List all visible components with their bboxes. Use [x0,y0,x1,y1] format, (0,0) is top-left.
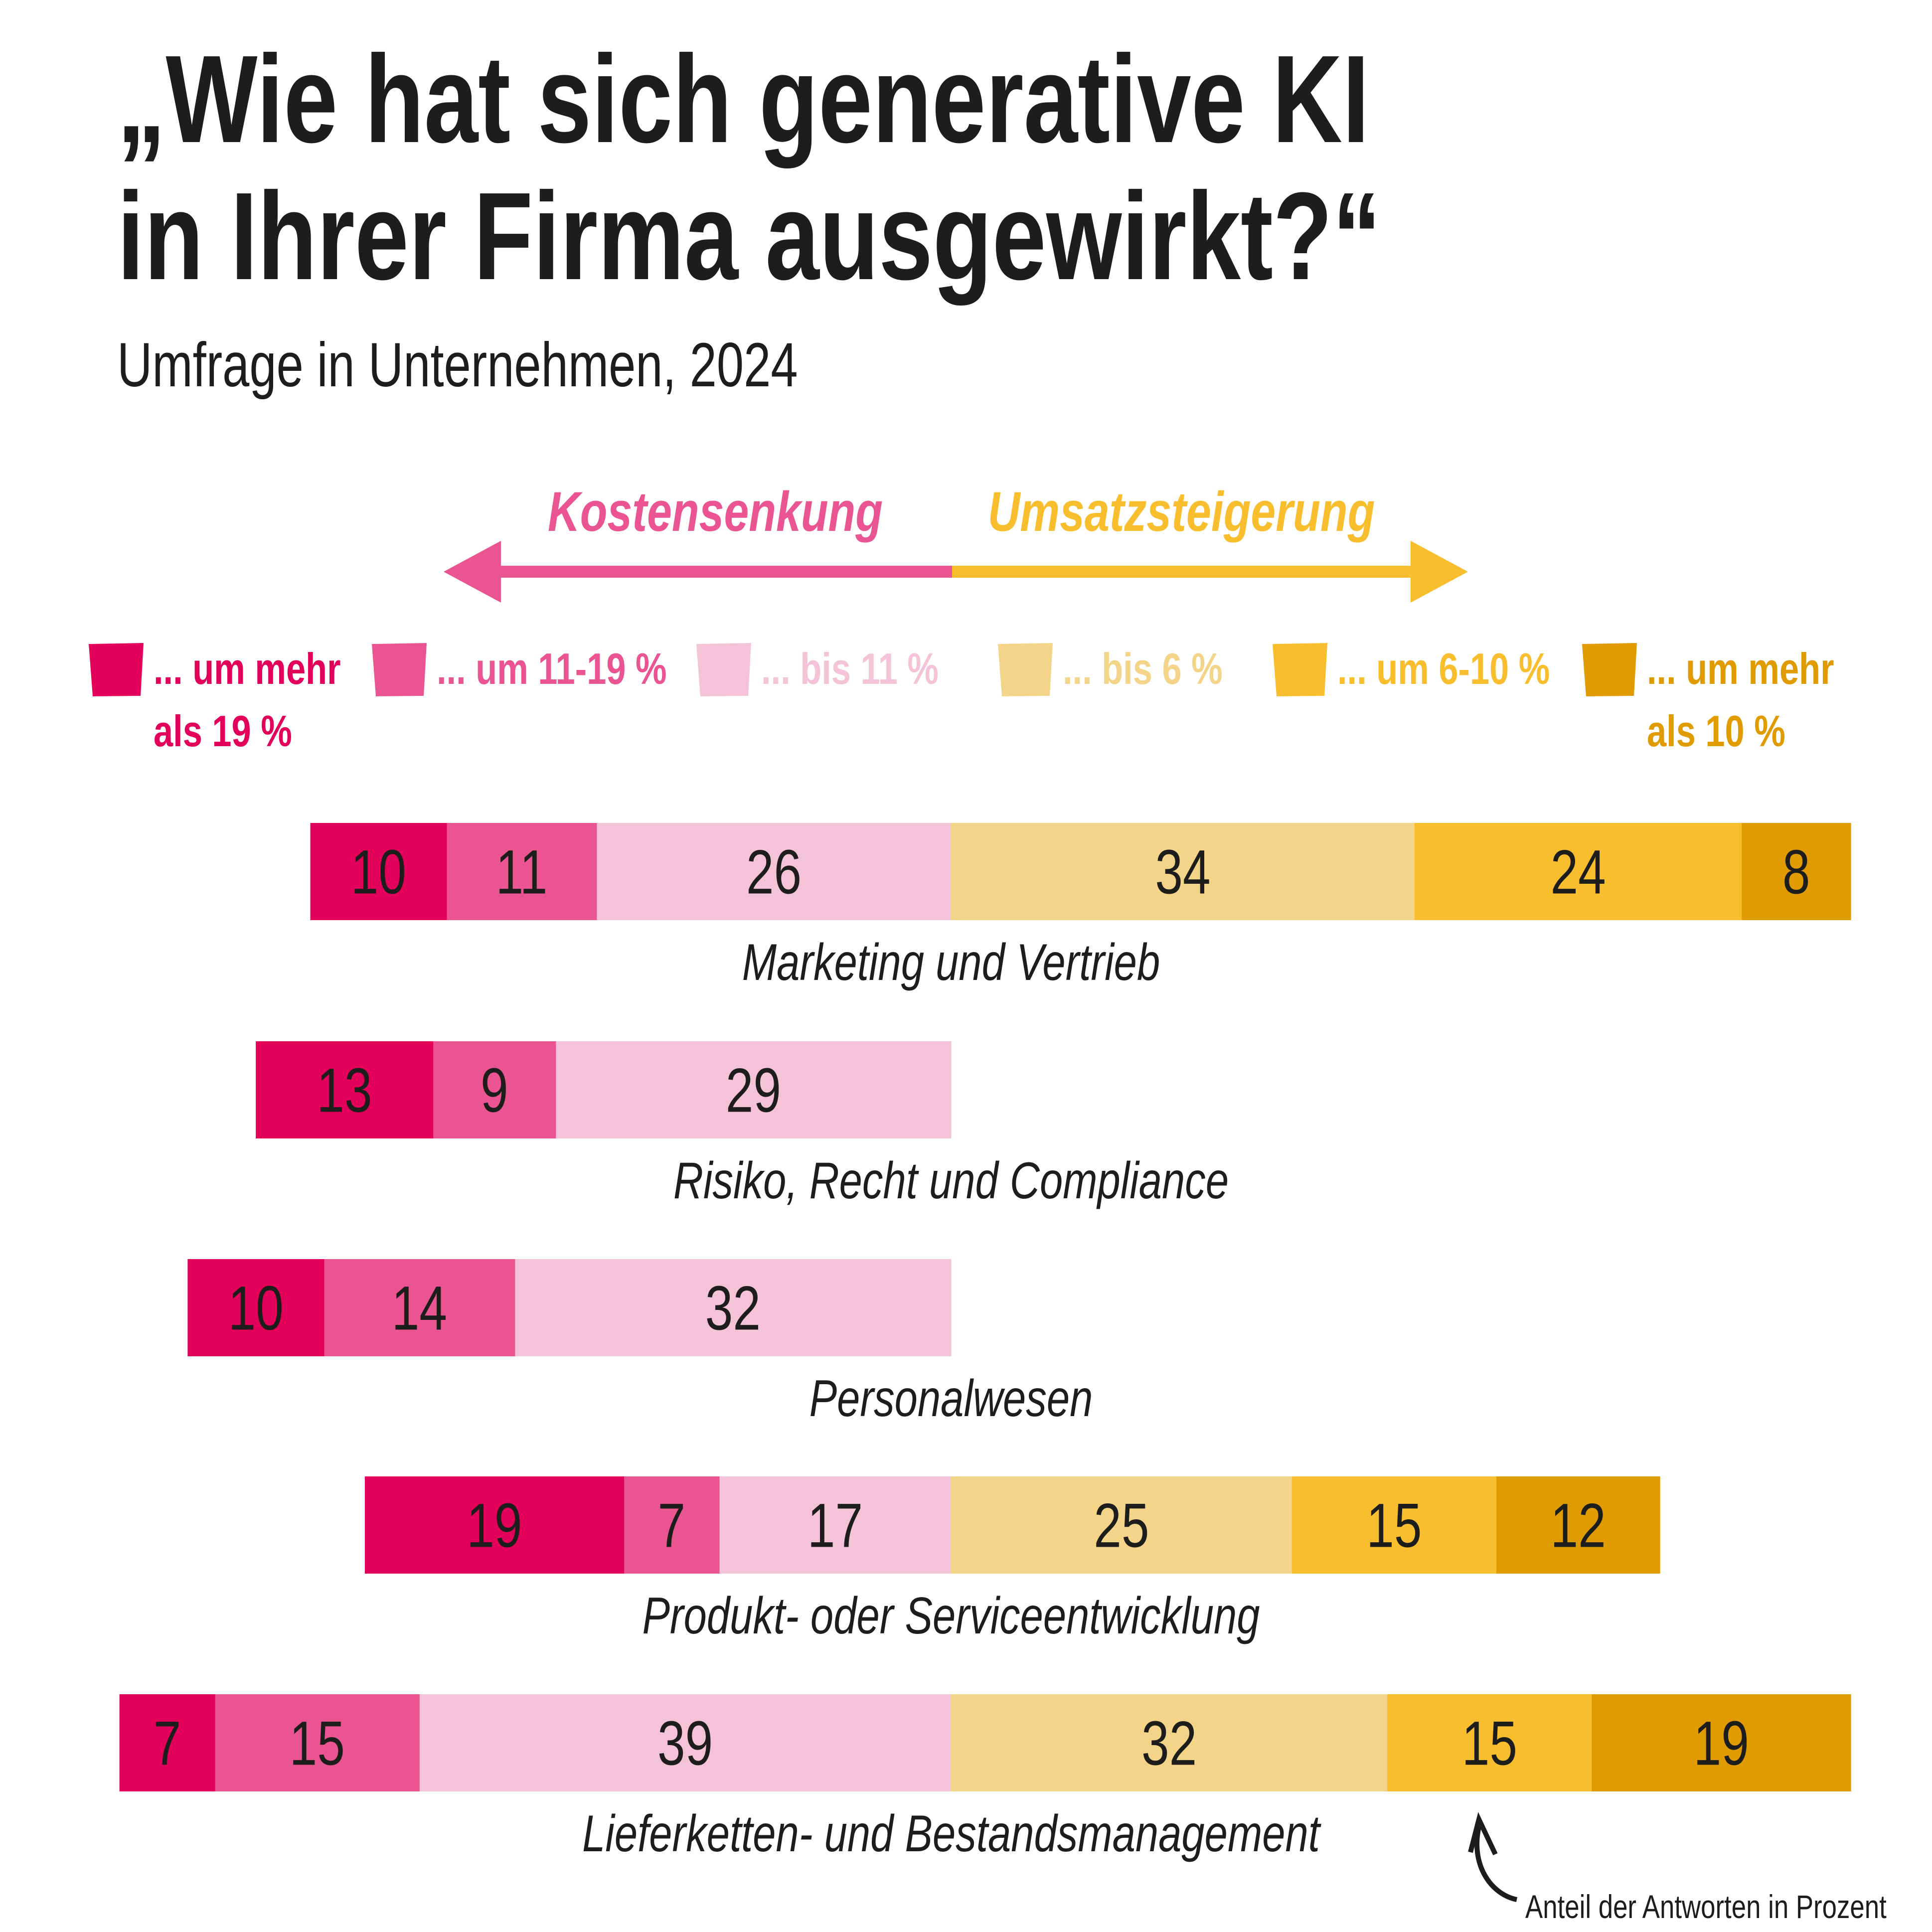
bar-segment [1387,1694,1592,1791]
legend-label: als 10 % [1647,706,1785,755]
bar-segment [364,1476,625,1574]
bar-segment [951,823,1415,920]
category-label: Personalwesen [809,1369,1093,1427]
curved-arrow-icon [1474,1826,1518,1902]
bar-value-label: 9 [481,1056,508,1125]
unit-note-text: Anteil der Antworten in Prozent [1525,1888,1887,1925]
bar-value-label: 19 [467,1491,522,1560]
bar-value-label: 12 [1550,1491,1606,1560]
bar-value-label: 7 [154,1709,181,1778]
bar-value-label: 11 [496,837,548,907]
bar-value-label: 24 [1550,837,1606,907]
bar-segment [433,1041,556,1138]
bar-segment [310,823,447,920]
bar-segment [215,1694,420,1791]
subtitle: Umfrage in Unternehmen, 2024 [117,330,798,399]
legend-swatch [89,643,144,696]
bar-value-label: 8 [1782,837,1810,907]
category-label: Marketing und Vertrieb [742,933,1160,991]
title-line-2: in Ihrer Firma ausgewirkt?“ [117,166,1381,306]
category-label: Risiko, Recht und Compliance [673,1151,1229,1209]
legend-item: ... bis 11 % [696,643,939,696]
bar-row: 39 15 7 32 15 19 Lieferketten- und Bestandsman… [119,1694,1851,1862]
bar-segment [514,1259,952,1356]
category-label: Lieferketten- und Bestandsmanagement [582,1804,1321,1862]
bar-segment [323,1259,515,1356]
bar-segment [1414,823,1742,920]
legend-swatch [1582,643,1637,696]
bar-value-label: 32 [705,1274,761,1343]
arrow-right-head-icon [1411,541,1468,603]
bar-value-label: 15 [290,1709,345,1778]
bar-segment [1496,1476,1660,1574]
direction-label-right: Umsatzsteigerung [988,481,1375,543]
bar-segment [119,1694,215,1791]
bar-segment [555,1041,952,1138]
bar-row: 26 11 10 34 24 8 Marketing und Vertrieb [310,823,1851,991]
legend-swatch [372,643,427,696]
bar-value-label: 34 [1155,837,1210,907]
legend-item: ... um mehr als 19 % [89,643,340,756]
bar-value-label: 15 [1366,1491,1422,1560]
legend-item: ... um 6-10 % [1273,643,1550,696]
legend-item: ... um mehr als 10 % [1582,643,1834,756]
bar-value-label: 14 [392,1274,447,1343]
bar-segment [1291,1476,1497,1574]
bar-row: 29 9 13 Risiko, Recht und Compliance [256,1041,1229,1209]
bar-segment [419,1694,952,1791]
bar-segment [719,1476,952,1574]
bar-value-label: 10 [351,837,406,907]
unit-note: Anteil der Antworten in Prozent [1468,1812,1887,1925]
bar-value-label: 7 [658,1491,686,1560]
legend-swatch [696,643,751,696]
legend-label: ... um mehr [1647,644,1834,693]
legend-item: ... bis 6 % [998,643,1223,696]
bar-value-label: 26 [746,837,802,907]
legend: ... um mehr als 19 % ... um 11-19 % ... bis… [89,643,1834,756]
bar-value-label: 17 [807,1491,863,1560]
bar-segment [1592,1694,1851,1791]
legend-label: ... um 11-19 % [437,644,667,693]
bar-segment [596,823,952,920]
bar-value-label: 32 [1141,1709,1197,1778]
arrow-left-head-icon [444,541,501,603]
bar-value-label: 19 [1694,1709,1749,1778]
bar-segment [1742,823,1851,920]
legend-swatch [1273,643,1327,696]
bar-segment [187,1259,324,1356]
direction-label-left: Kostensenkung [548,481,883,543]
curved-arrow-head-icon [1468,1812,1498,1856]
bar-value-label: 25 [1094,1491,1149,1560]
legend-swatch [998,643,1053,696]
legend-label: ... um 6-10 % [1337,644,1550,693]
bar-value-label: 15 [1462,1709,1517,1778]
bar-row: 17 7 19 25 15 12 Produkt- oder Serviceentwickl… [364,1476,1660,1644]
legend-label: als 19 % [154,706,292,755]
bar-value-label: 39 [657,1709,713,1778]
title-line-1: „Wie hat sich generative KI [117,29,1369,169]
bar-segment [951,1476,1292,1574]
bar-segment [256,1041,434,1138]
legend-item: ... um 11-19 % [372,643,667,696]
bar-segment [624,1476,720,1574]
category-label: Produkt- oder Serviceentwicklung [642,1587,1260,1644]
bars: 26 11 10 34 24 8 Marketing und Vertrieb 29 9 13 Ri… [119,823,1851,1862]
direction-arrow: Kostensenkung Umsatzsteigerung [444,481,1468,603]
bar-segment [447,823,597,920]
bar-value-label: 10 [228,1274,284,1343]
legend-label: ... bis 11 % [761,644,939,693]
bar-value-label: 29 [726,1056,781,1125]
bar-value-label: 13 [317,1056,372,1125]
legend-label: ... bis 6 % [1063,644,1223,693]
bar-segment [951,1694,1388,1791]
legend-label: ... um mehr [154,644,340,693]
bar-row: 32 14 10 Personalwesen [187,1259,1093,1427]
